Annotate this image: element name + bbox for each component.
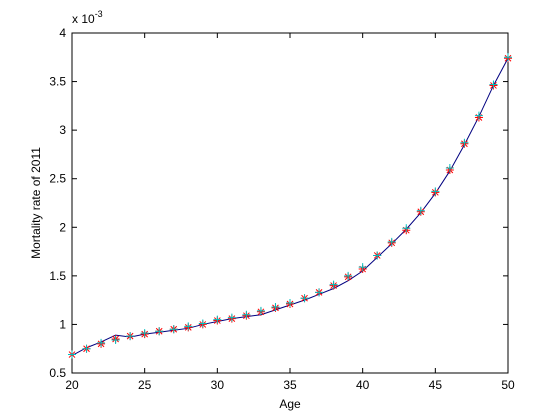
marker: [198, 319, 207, 328]
marker: [213, 315, 222, 324]
marker: [373, 251, 382, 260]
marker: [256, 306, 265, 315]
x-tick-label: 30: [211, 378, 225, 392]
marker: [286, 299, 294, 308]
marker: [445, 164, 454, 173]
marker: [68, 350, 76, 359]
y-tick-label: 0.5: [49, 366, 66, 380]
marker: [431, 187, 440, 196]
marker: [227, 313, 236, 322]
y-tick-label: 1.5: [49, 269, 66, 283]
marker: [329, 280, 338, 289]
x-tick-label: 40: [356, 378, 370, 392]
x-axis-label: Age: [279, 397, 301, 411]
marker: [184, 322, 193, 331]
marker: [387, 237, 396, 246]
marker: [344, 271, 353, 280]
y-multiplier: x 10-3: [72, 9, 103, 26]
marker: [315, 288, 324, 297]
marker: [402, 224, 411, 233]
y-multiplier-exponent: -3: [95, 9, 103, 19]
marker: [97, 338, 106, 347]
y-tick-label: 2.5: [49, 172, 66, 186]
x-tick-label: 20: [65, 378, 79, 392]
y-axis-label: Mortality rate of 2011: [29, 147, 43, 259]
x-tick-label: 45: [429, 378, 443, 392]
y-tick-label: 1: [59, 317, 66, 331]
axes-box: [71, 32, 509, 374]
x-tick-label: 25: [138, 378, 152, 392]
marker: [416, 206, 425, 215]
marker: [140, 329, 149, 338]
marker: [242, 310, 251, 319]
marker: [300, 294, 309, 303]
y-tick-label: 2: [59, 220, 66, 234]
marker: [504, 53, 512, 62]
marker: [489, 80, 498, 89]
y-tick-label: 4: [59, 26, 66, 40]
y-tick-label: 3: [59, 123, 66, 137]
x-tick-label: 50: [501, 378, 515, 392]
y-tick-label: 3.5: [49, 75, 66, 89]
marker: [474, 111, 483, 120]
marker: [169, 325, 178, 334]
marker: [358, 263, 367, 272]
marker: [155, 327, 164, 336]
marker: [111, 335, 120, 344]
y-multiplier-base: x 10: [72, 12, 95, 26]
marker: [82, 344, 91, 353]
marker: [271, 302, 280, 311]
marker: [460, 138, 469, 147]
marker: [126, 332, 135, 341]
x-tick-label: 35: [283, 378, 297, 392]
